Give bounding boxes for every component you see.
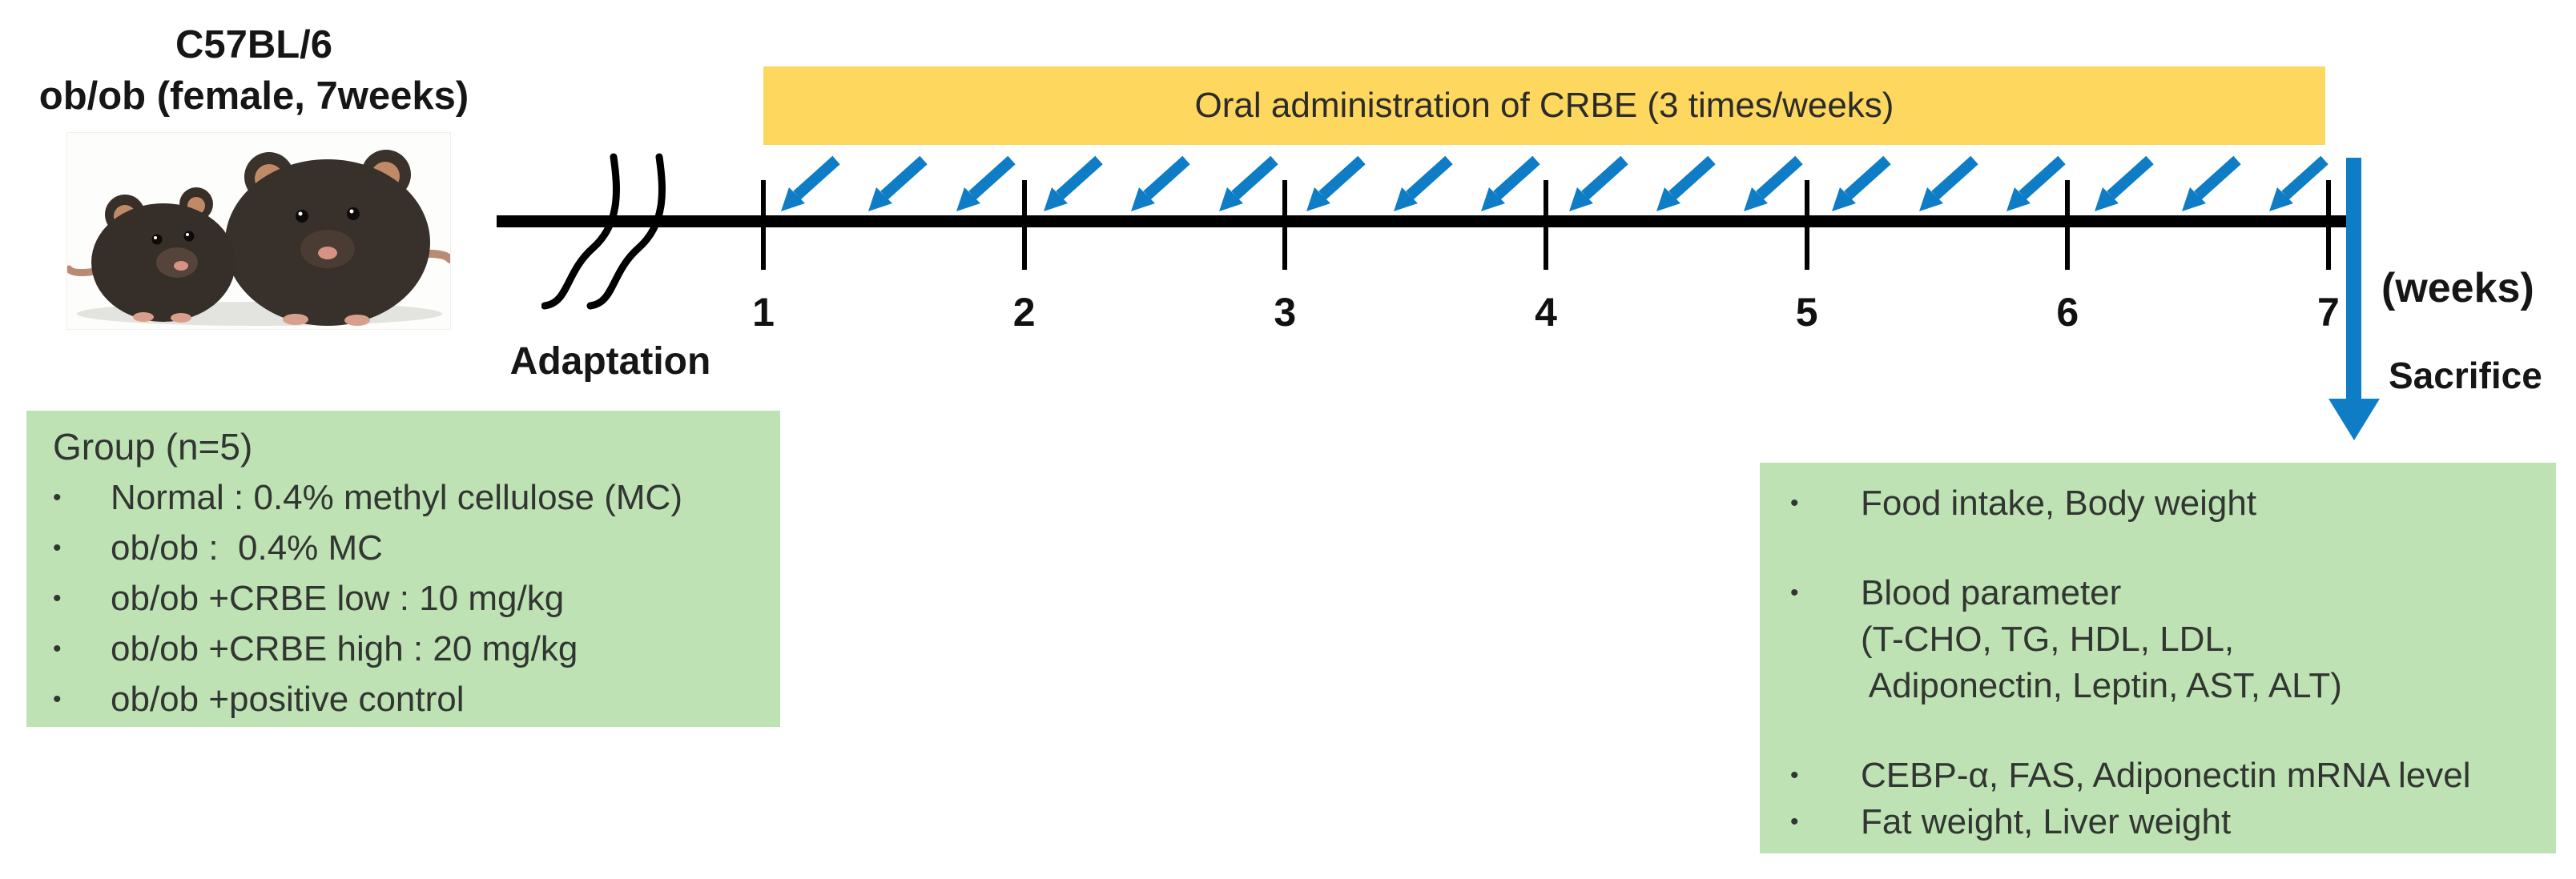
axis-break-icon [541, 153, 666, 310]
sacrifice-label: Sacrifice [2389, 355, 2542, 396]
measurement-item-text: Food intake, Body weight [1861, 484, 2257, 523]
measurement-box: • Food intake, Body weight • Blood param… [1760, 463, 2556, 853]
injection-arrow [954, 155, 1020, 214]
week-label: 4 [1535, 290, 1557, 335]
group-item-text: ob/ob +CRBE low : 10 mg/kg [111, 579, 565, 618]
week-tick [2065, 180, 2071, 270]
week-tick-group: 1 [739, 180, 787, 335]
measurement-list-item: • CEBP-α, FAS, Adiponectin mRNA level [1760, 753, 2556, 799]
injection-arrow [2180, 155, 2245, 214]
sacrifice-arrow-shaft [2346, 158, 2361, 400]
mouse-photo [65, 132, 454, 330]
weeks-unit-label: (weeks) [2381, 265, 2534, 311]
week-tick-group: 2 [1000, 180, 1049, 335]
group-item-text: ob/ob +positive control [111, 680, 465, 719]
oral-administration-banner: Oral administration of CRBE (3 times/wee… [763, 66, 2325, 145]
measurement-list-item: • Fat weight, Liver weight [1760, 799, 2556, 845]
mice-illustration [65, 150, 454, 326]
bullet-icon: • [1790, 809, 1799, 835]
week-ticks: 1 2 3 4 5 6 [739, 180, 2353, 335]
injection-arrow [1391, 155, 1457, 214]
injection-arrow [1654, 155, 1720, 214]
strain-line2: ob/ob (female, 7weeks) [38, 74, 469, 118]
week-tick-group: 6 [2043, 180, 2091, 335]
bullet-icon: • [53, 484, 62, 511]
measurement-item-text: Blood parameter [1861, 573, 2122, 612]
week-tick [1282, 180, 1288, 270]
group-list-item: • ob/ob : 0.4% MC [26, 523, 780, 573]
group-item-text: ob/ob +CRBE high : 20 mg/kg [111, 629, 578, 668]
week-label: 2 [1012, 290, 1036, 335]
measurement-item-text: Adiponectin, Leptin, AST, ALT) [1861, 666, 2342, 705]
week-label: 6 [2056, 290, 2079, 335]
week-tick-group: 3 [1261, 180, 1309, 335]
group-item-text: Normal : 0.4% methyl cellulose (MC) [111, 478, 682, 517]
measurement-item-text: CEBP-α, FAS, Adiponectin mRNA level [1861, 756, 2471, 795]
injection-arrow [1479, 155, 1544, 214]
injection-arrow [1567, 155, 1632, 214]
week-tick-group: 4 [1522, 180, 1570, 335]
bullet-icon [1779, 663, 1861, 709]
group-box: Group (n=5) • Normal : 0.4% methyl cellu… [26, 411, 780, 727]
week-tick [761, 180, 766, 270]
adaptation-label: Adaptation [509, 340, 711, 383]
bullet-icon: • [53, 535, 62, 561]
week-tick-group: 5 [1783, 180, 1831, 335]
measurement-item-text: (T-CHO, TG, HDL, LDL, [1861, 620, 2235, 659]
group-list-item: • Normal : 0.4% methyl cellulose (MC) [26, 472, 780, 523]
measurement-list-item: Adiponectin, Leptin, AST, ALT) [1760, 663, 2556, 709]
measurement-list-item: (T-CHO, TG, HDL, LDL, [1760, 616, 2556, 663]
injection-arrow [2092, 155, 2158, 214]
sacrifice-arrow-head-icon [2328, 399, 2380, 440]
group-list-item: • ob/ob +positive control [26, 674, 780, 724]
banner-label: Oral administration of CRBE (3 times/wee… [1194, 86, 1894, 125]
group-list-item: • ob/ob +CRBE low : 10 mg/kg [26, 573, 780, 624]
injection-arrow [1217, 155, 1282, 214]
injection-arrow [2004, 155, 2070, 214]
timeline-line [497, 215, 2349, 227]
bullet-icon [1779, 616, 1861, 663]
group-box-title: Group (n=5) [53, 426, 253, 468]
bullet-icon: • [1790, 762, 1799, 789]
week-label: 3 [1274, 290, 1297, 335]
measurement-list-item: • Blood parameter [1760, 570, 2556, 616]
injection-arrow [1041, 155, 1107, 214]
week-label: 1 [752, 290, 775, 335]
strain-title: C57BL/6 ob/ob (female, 7weeks) [14, 19, 494, 122]
injection-arrow [1129, 155, 1194, 214]
bullet-icon: • [1790, 490, 1799, 516]
injection-arrow [1917, 155, 1982, 214]
measurement-item-text: Fat weight, Liver weight [1861, 802, 2232, 841]
injection-arrow [866, 155, 932, 214]
week-tick [1804, 180, 1809, 270]
group-list-item: • ob/ob +CRBE high : 20 mg/kg [26, 624, 780, 674]
week-label: 7 [2317, 290, 2340, 335]
injection-arrow [1741, 155, 1807, 214]
injection-arrow [1304, 155, 1370, 214]
measurement-list: • Food intake, Body weight • Blood param… [1760, 480, 2556, 845]
strain-line1: C57BL/6 [175, 23, 333, 66]
group-list: • Normal : 0.4% methyl cellulose (MC) • … [26, 472, 780, 724]
bullet-icon: • [53, 585, 62, 612]
week-tick-group: 7 [2304, 180, 2353, 335]
bullet-icon: • [53, 686, 62, 712]
injection-arrow [2267, 155, 2332, 214]
injection-arrow [779, 155, 844, 214]
injection-arrow [1829, 155, 1895, 214]
week-tick [1543, 180, 1548, 270]
week-tick [2325, 180, 2331, 270]
bullet-icon: • [53, 636, 62, 662]
group-item-text: ob/ob : 0.4% MC [111, 528, 383, 568]
week-tick [1021, 180, 1027, 270]
week-label: 5 [1795, 290, 1818, 335]
measurement-list-item: • Food intake, Body weight [1760, 480, 2556, 527]
bullet-icon: • [1790, 580, 1799, 606]
